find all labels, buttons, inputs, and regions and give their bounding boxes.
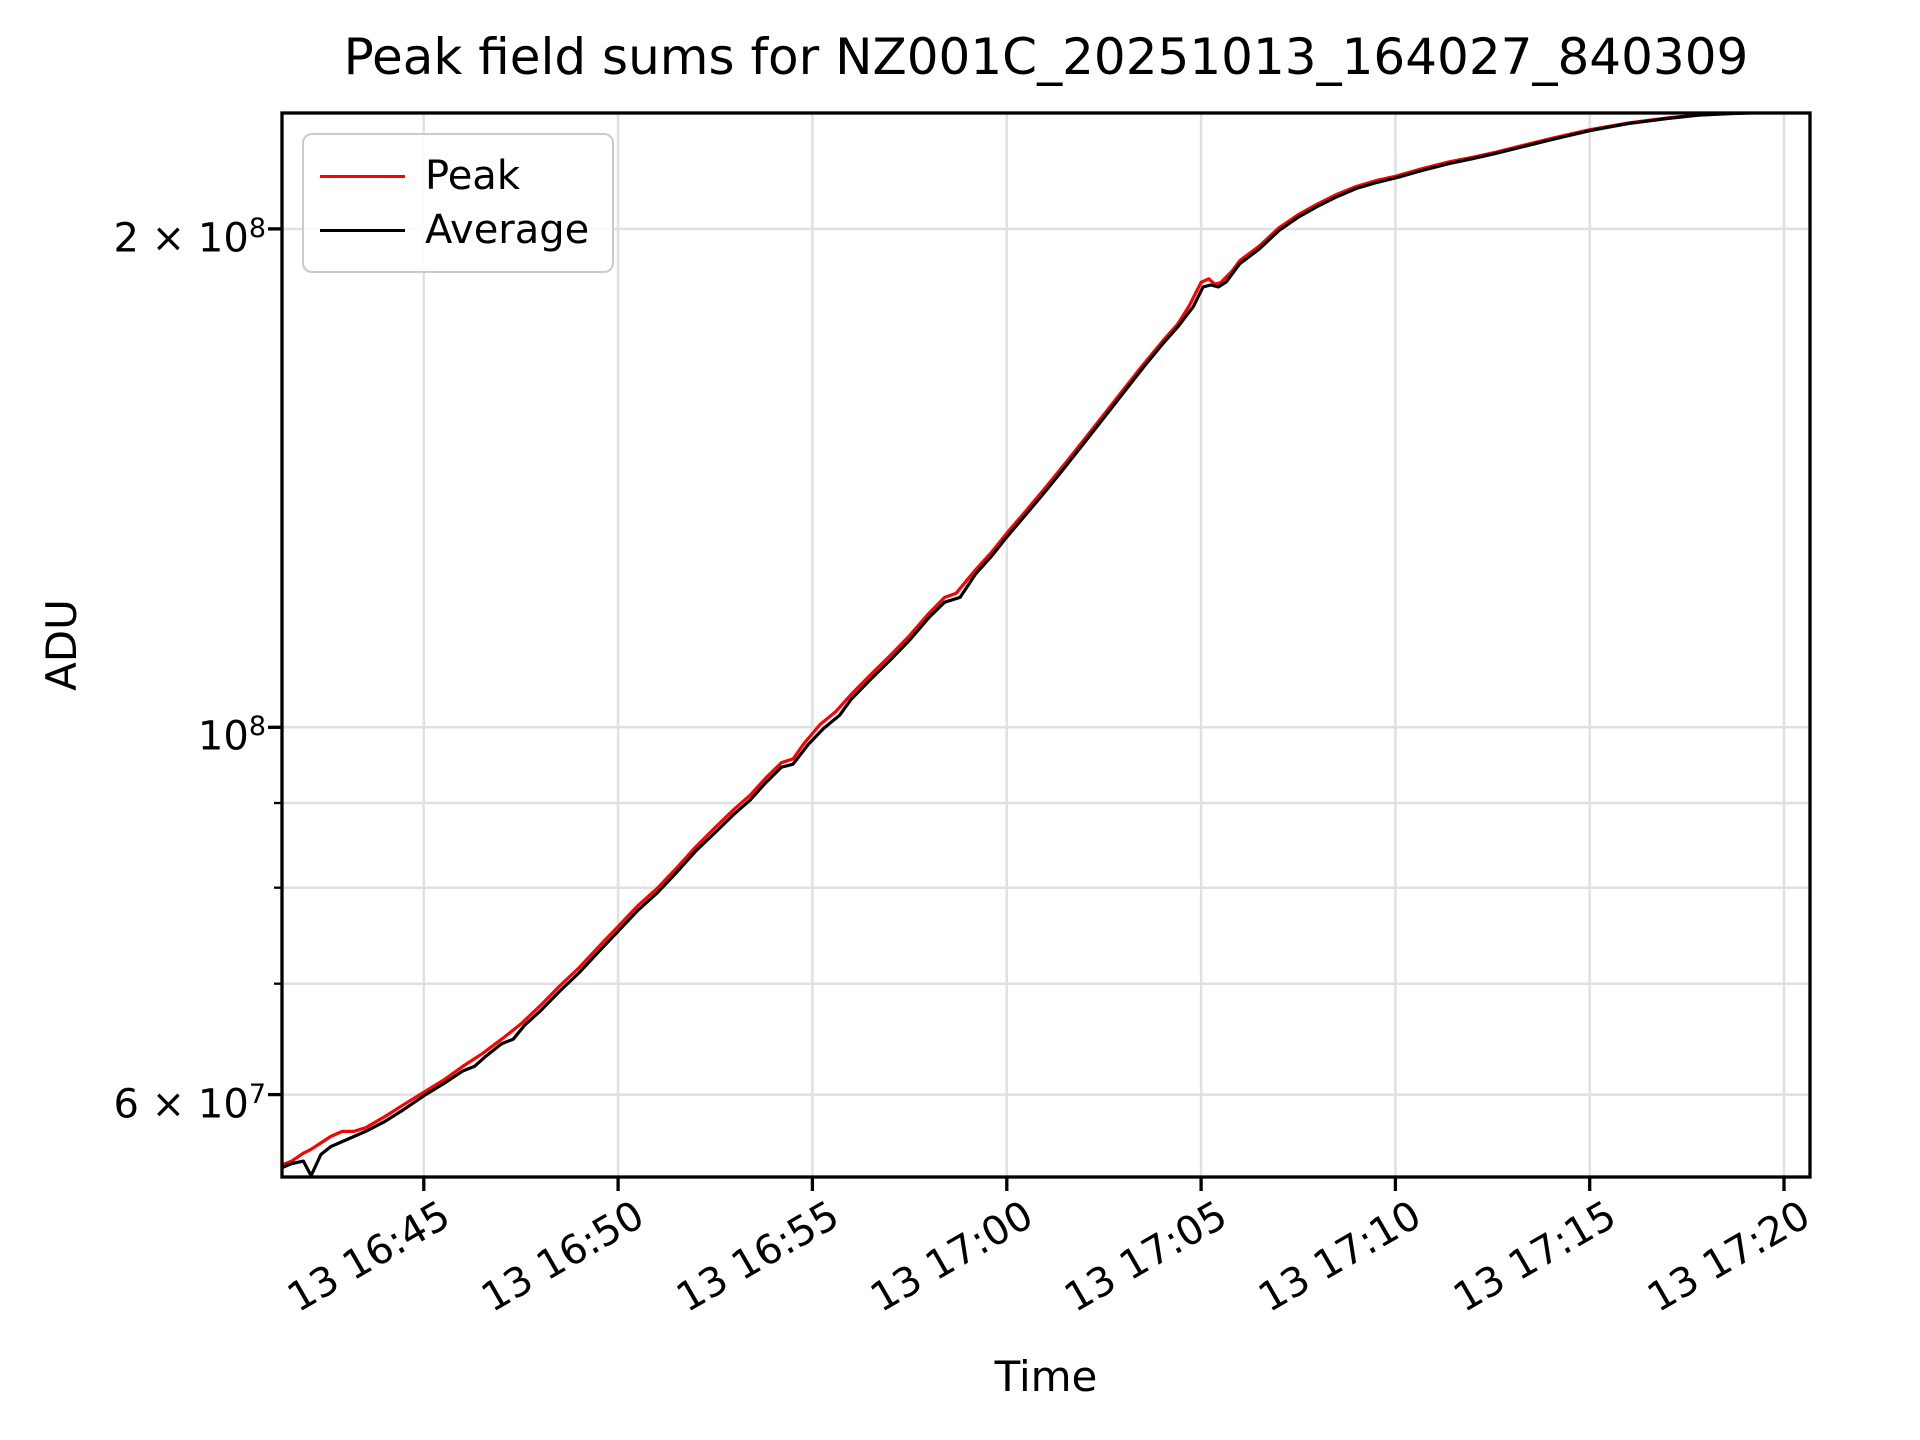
x-axis-label: Time — [994, 1352, 1098, 1401]
legend-item-peak: Peak — [320, 149, 592, 203]
axes-spines — [280, 111, 1812, 1179]
average-line-swatch — [320, 228, 405, 232]
chart-title: Peak field sums for NZ001C_20251013_1640… — [343, 28, 1749, 86]
legend-label-peak: Peak — [425, 153, 520, 199]
y-tick-label: 108 — [197, 711, 266, 760]
peak-line — [282, 113, 1810, 1167]
y-tick-label: 6 × 107 — [113, 1078, 266, 1127]
legend-label-average: Average — [425, 207, 590, 253]
legend-item-average: Average — [320, 203, 592, 257]
y-tick-label: 2 × 108 — [113, 212, 266, 262]
peak-line-swatch — [320, 174, 405, 178]
legend: Peak Average — [302, 133, 614, 273]
average-line — [282, 113, 1810, 1177]
